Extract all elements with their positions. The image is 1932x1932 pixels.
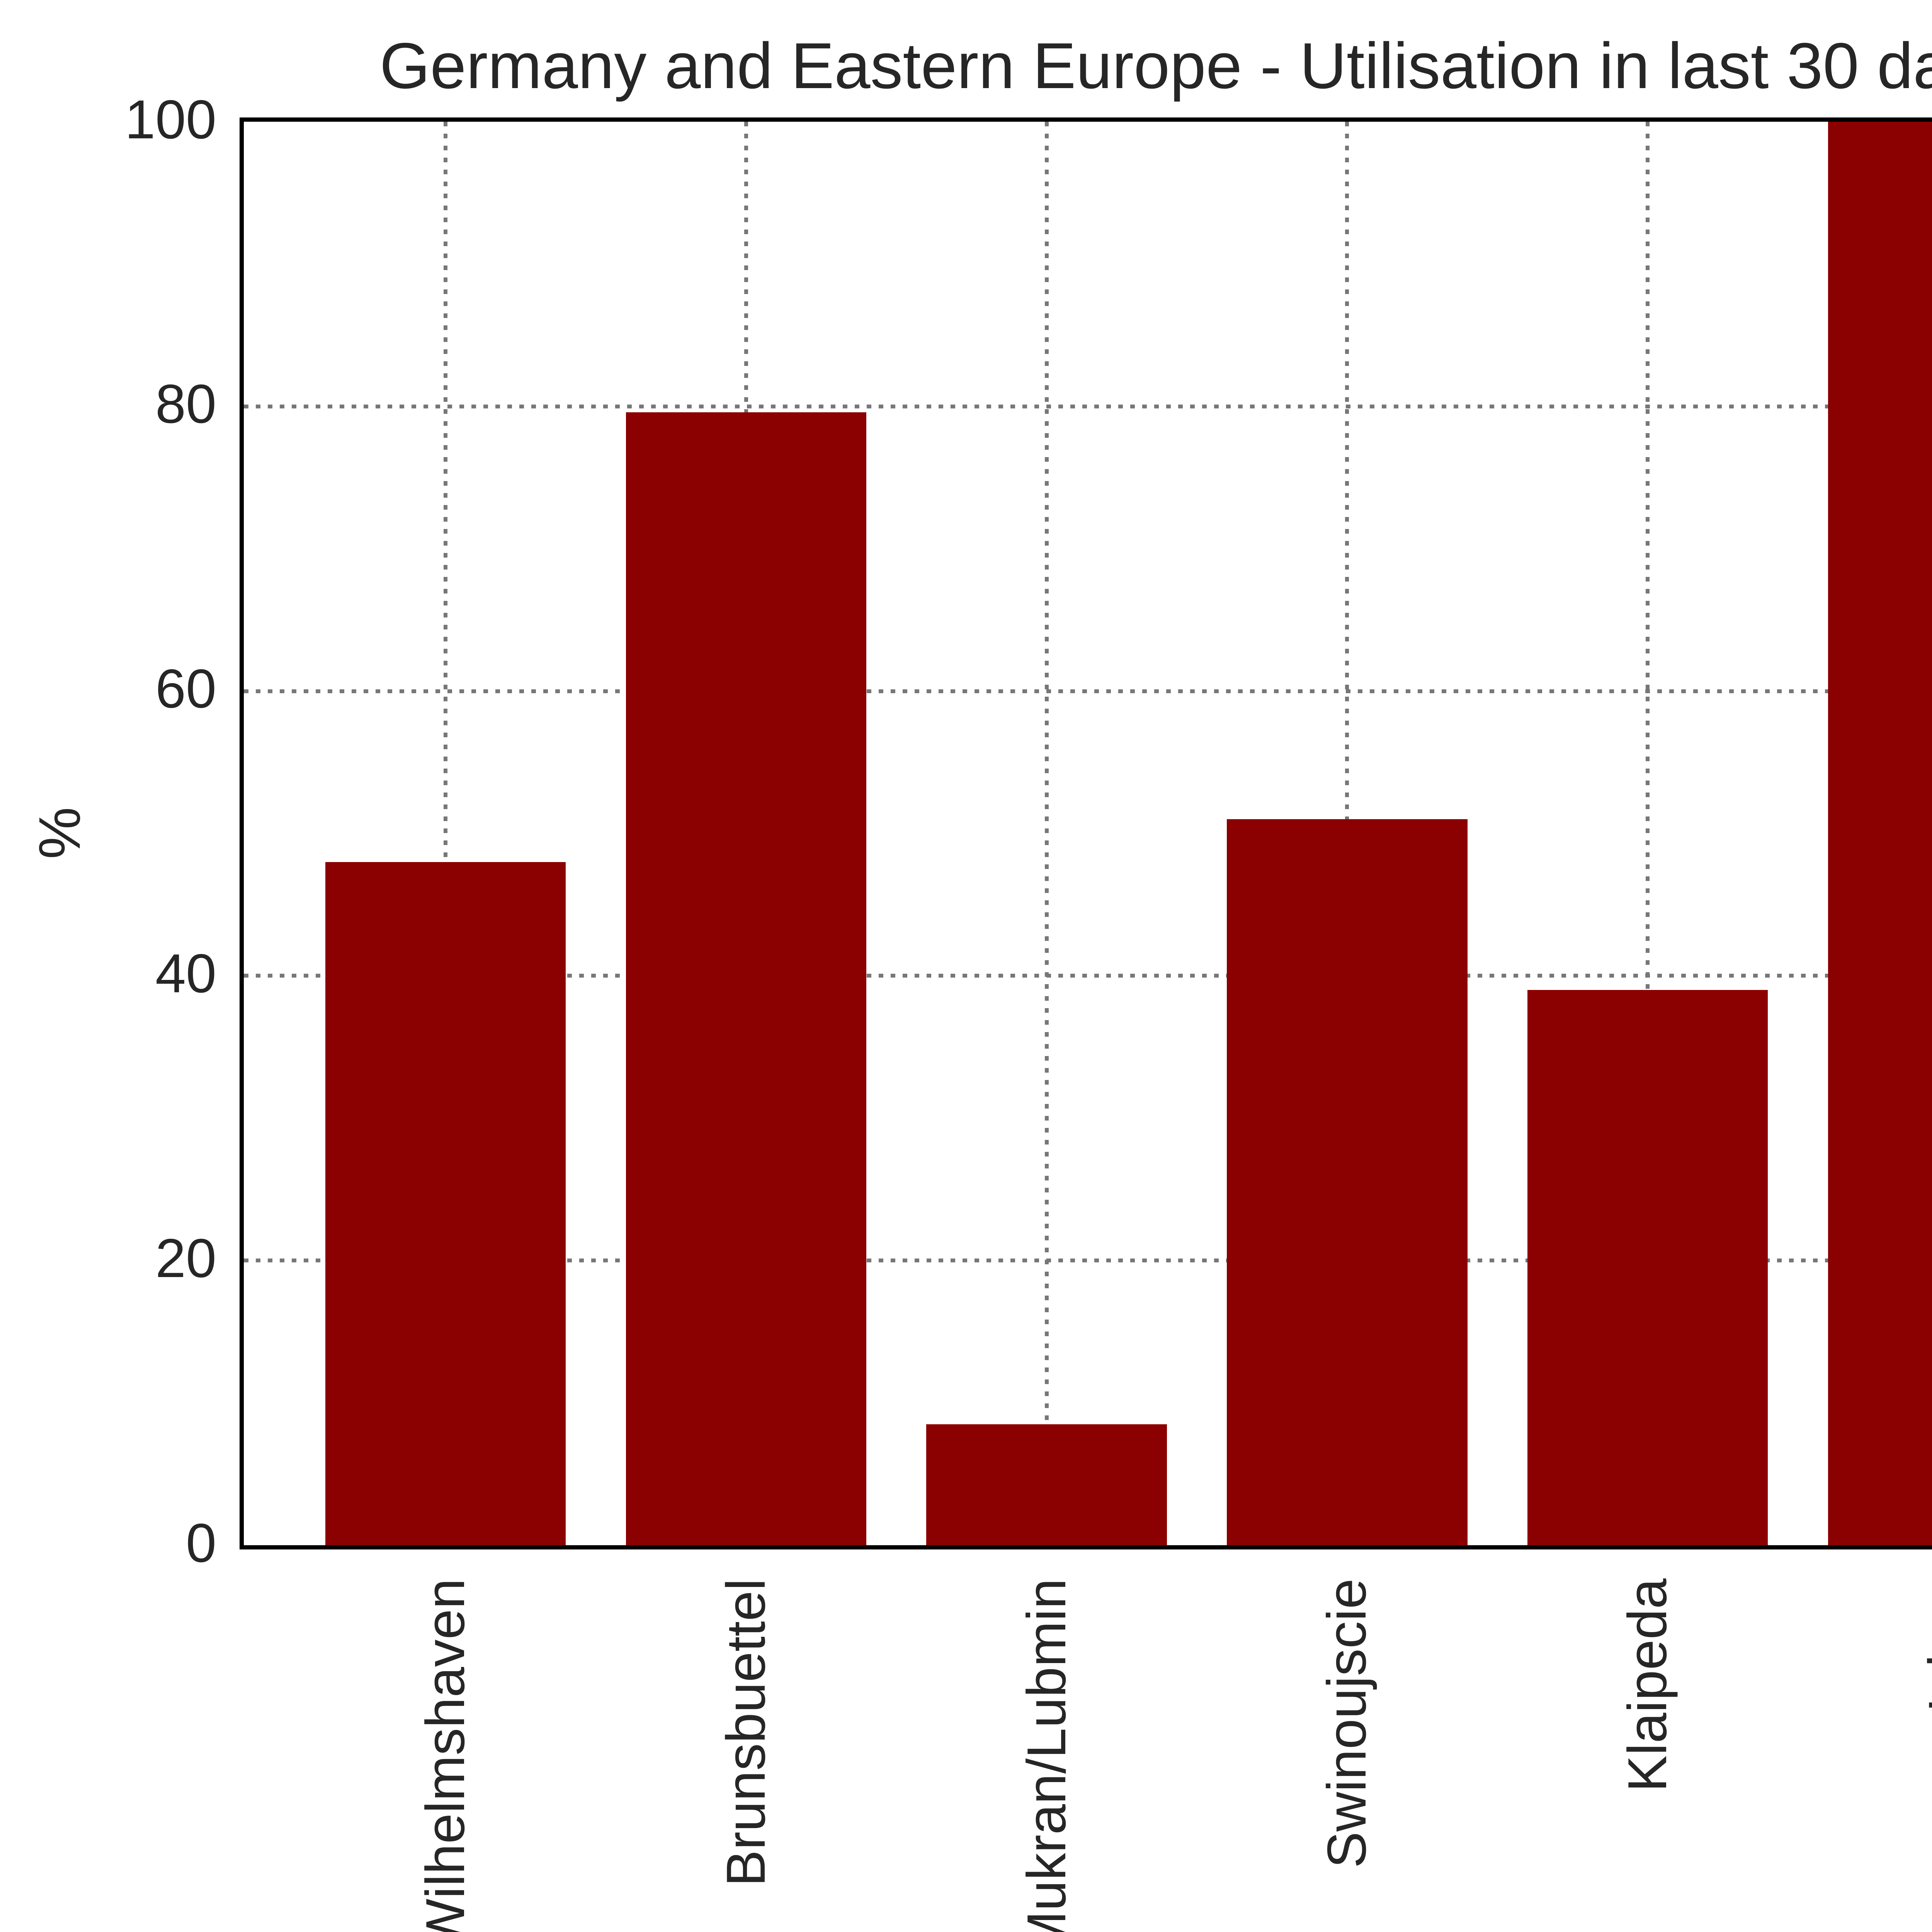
bar-wilhelmshaven <box>325 862 566 1545</box>
x-tick-label-brunsbuettel: Brunsbuettel <box>715 1578 777 1887</box>
y-tick-label-40: 40 <box>155 942 216 1004</box>
y-tick-label-60: 60 <box>155 658 216 720</box>
bar-swinoujscie <box>1227 819 1468 1545</box>
x-tick-label-mukran-lubmin: Mukran/Lubmin <box>1015 1578 1077 1932</box>
h-gridline-80 <box>244 404 1932 408</box>
y-tick-label-20: 20 <box>155 1227 216 1289</box>
x-tick-label-inkoo: Inkoo <box>1917 1578 1932 1713</box>
x-tick-label-swinoujscie: Swinoujscie <box>1316 1578 1378 1868</box>
y-tick-label-0: 0 <box>186 1512 216 1574</box>
v-gridline-mukran-lubmin <box>1044 122 1049 1545</box>
h-gridline-20 <box>244 1259 1932 1263</box>
y-tick-label-100: 100 <box>125 88 216 150</box>
plot-area <box>240 117 1932 1549</box>
y-axis-label: % <box>27 807 93 859</box>
bar-mukran-lubmin <box>926 1424 1167 1545</box>
v-gridline-klaipeda <box>1646 122 1650 1545</box>
bar-brunsbuettel <box>626 412 866 1545</box>
v-gridline-wilhelmshaven <box>443 122 447 1545</box>
bar-klaipeda <box>1527 990 1768 1545</box>
bar-inkoo <box>1828 122 1932 1545</box>
y-tick-label-80: 80 <box>155 373 216 435</box>
chart-title: Germany and Eastern Europe - Utilisation… <box>379 29 1932 102</box>
h-gridline-60 <box>244 689 1932 693</box>
x-tick-label-wilhelmshaven: Wilhelmshaven <box>414 1578 476 1932</box>
h-gridline-40 <box>244 974 1932 978</box>
x-tick-label-klaipeda: Klaipeda <box>1617 1578 1679 1792</box>
